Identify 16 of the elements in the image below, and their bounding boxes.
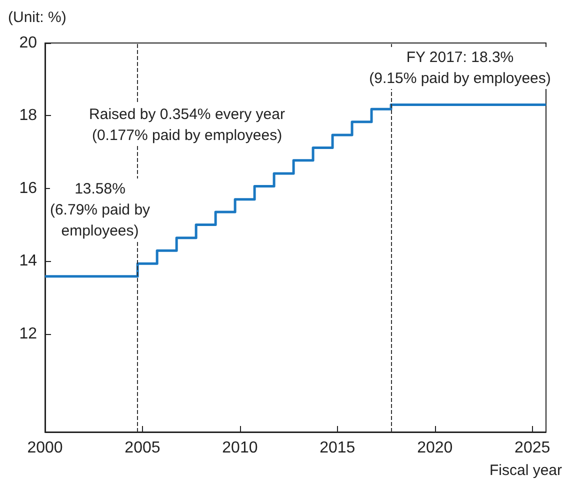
- annotation: FY 2017: 18.3% (9.15% paid by employees): [369, 49, 551, 87]
- x-tick-label: 2000: [27, 440, 63, 456]
- y-axis-title: (Unit: %): [8, 9, 66, 26]
- annotation: Raised by 0.354% every year (0.177% paid by employees): [89, 106, 285, 144]
- x-tick-label: 2020: [417, 440, 453, 456]
- x-axis-title: Fiscal year: [489, 462, 562, 479]
- x-tick-label: 2010: [222, 440, 258, 456]
- y-tick-label: 18: [19, 107, 38, 124]
- y-tick-label: 16: [19, 180, 38, 197]
- y-tick-label: 20: [19, 34, 38, 52]
- x-tick-label: 2005: [124, 440, 160, 456]
- annotation: 13.58% (6.79% paid by employees): [50, 180, 151, 240]
- x-tick-label: 2015: [320, 440, 356, 456]
- x-tick-label: 2025: [514, 440, 550, 456]
- y-tick-label: 14: [19, 252, 38, 270]
- y-tick-label: 12: [19, 325, 38, 342]
